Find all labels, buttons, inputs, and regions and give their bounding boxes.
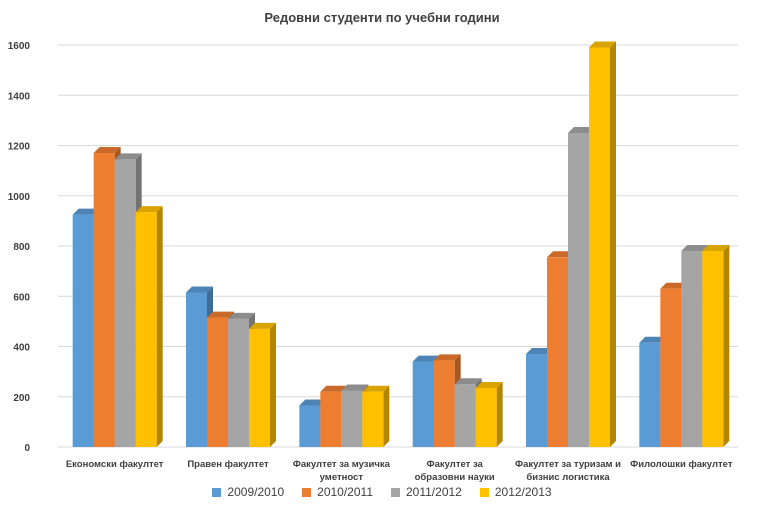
bar-front: [135, 212, 157, 447]
x-category-label: бизнис логистика: [526, 472, 610, 483]
bar-top: [681, 245, 709, 252]
bar: [702, 245, 730, 447]
y-tick-label: 200: [13, 393, 30, 404]
bar-top: [93, 147, 121, 154]
bar-front: [114, 159, 136, 447]
x-category-label: Правен факултет: [187, 459, 269, 470]
bar: [249, 322, 276, 447]
bar-side: [270, 322, 276, 447]
bar-front: [186, 292, 207, 447]
bar-front: [639, 342, 661, 447]
bar-front: [299, 405, 321, 447]
bar-front: [207, 317, 228, 447]
bar-top: [412, 355, 440, 362]
bar-top: [589, 41, 616, 48]
x-category-label: Факултет за туризам и: [515, 459, 621, 470]
bar-top: [702, 245, 730, 252]
legend-label: 2012/2013: [494, 485, 552, 499]
bar-front: [93, 153, 115, 447]
bar-top: [114, 153, 142, 160]
x-category-label: Факултет за: [427, 459, 484, 470]
bar-top: [568, 126, 595, 133]
bar-top: [547, 251, 574, 258]
chart-title: Редовни студенти по учебни години: [264, 10, 500, 25]
bar-front: [568, 132, 589, 447]
bar-front: [72, 214, 94, 447]
bar-front: [526, 354, 547, 447]
legend-item: 2011/2012: [391, 485, 462, 499]
bar-side: [156, 206, 163, 447]
x-category-label: уметност: [320, 472, 364, 483]
bar-front: [433, 360, 455, 447]
bar-top: [526, 348, 553, 355]
bar: [362, 385, 390, 447]
bar-top: [135, 206, 163, 213]
x-category-label: Филолошки факултет: [630, 459, 733, 470]
bar-top: [320, 385, 348, 392]
legend-item: 2012/2013: [479, 485, 552, 499]
bar-top: [362, 385, 390, 392]
bar-side: [496, 381, 503, 447]
legend-swatch: [479, 487, 489, 497]
bar-front: [660, 288, 682, 447]
y-tick-label: 1600: [8, 41, 31, 52]
bar-top: [207, 311, 234, 318]
bar-front: [249, 328, 270, 447]
legend-swatch: [212, 487, 222, 497]
bar-front: [702, 251, 724, 447]
bar-top: [249, 322, 276, 329]
bar-front: [362, 391, 384, 447]
x-category-label: Факултет за музичка: [293, 459, 391, 470]
bar-top: [660, 282, 688, 289]
bar-top: [433, 354, 461, 361]
bar-front: [589, 47, 610, 447]
y-tick-label: 1200: [8, 142, 31, 153]
legend-label: 2009/2010: [227, 485, 285, 499]
bar-front: [228, 318, 249, 447]
y-tick-label: 400: [13, 343, 30, 354]
y-tick-label: 800: [13, 242, 30, 253]
bar-top: [228, 312, 255, 319]
y-tick-label: 1000: [8, 192, 31, 203]
bar-side: [383, 385, 390, 447]
x-category-label: образовни науки: [415, 472, 495, 483]
bar-top: [341, 384, 369, 391]
bar-front: [454, 384, 476, 447]
bar-top: [639, 336, 667, 343]
bar-side: [723, 245, 730, 447]
bar-side: [610, 41, 616, 447]
legend-swatch: [302, 487, 312, 497]
bar-top: [454, 378, 482, 385]
legend-label: 2010/2011: [317, 485, 373, 499]
bar-top: [475, 381, 503, 388]
bar-front: [320, 391, 342, 447]
bar-top: [72, 208, 100, 215]
bar-front: [547, 257, 568, 447]
y-tick-label: 1400: [8, 91, 31, 102]
bar: [589, 41, 616, 447]
bar-front: [412, 361, 434, 447]
y-tick-label: 600: [13, 292, 30, 303]
y-tick-label: 0: [24, 443, 30, 454]
legend-item: 2009/2010: [212, 485, 284, 499]
legend-swatch: [391, 487, 400, 497]
bar-top: [186, 286, 213, 293]
chart-legend: 2009/2010 2010/2011 2011/2012 2012/2013: [0, 485, 764, 499]
bar: [135, 206, 163, 447]
bar-front: [475, 387, 497, 447]
legend-item: 2010/2011: [302, 485, 373, 499]
bar-front: [341, 390, 363, 447]
bar-top: [299, 399, 327, 406]
x-category-label: Економски факултет: [66, 459, 164, 470]
legend-label: 2011/2012: [406, 485, 462, 499]
bar: [475, 381, 503, 447]
bar-front: [681, 251, 703, 447]
